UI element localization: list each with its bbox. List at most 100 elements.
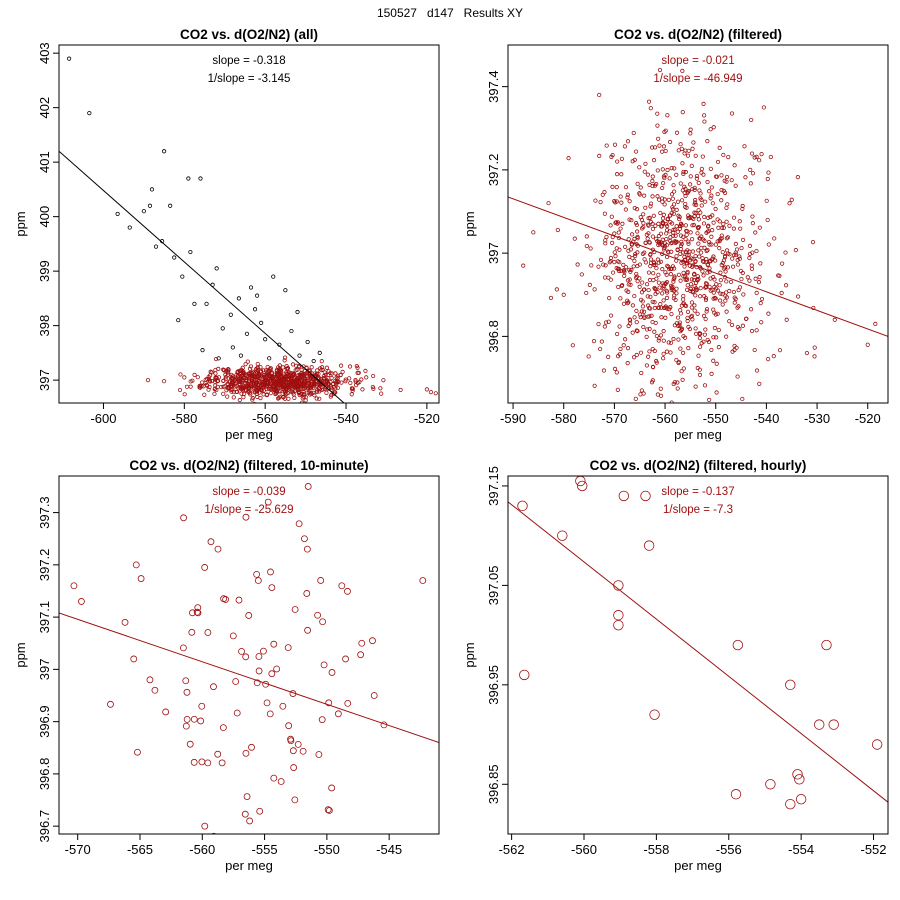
data-point xyxy=(319,618,327,626)
data-point xyxy=(127,225,132,230)
data-point xyxy=(302,384,307,389)
chart-title: CO2 vs. d(O2/N2) (filtered) xyxy=(614,27,782,42)
data-point xyxy=(671,211,677,216)
y-tick-label: 396.7 xyxy=(37,810,52,843)
data-point xyxy=(612,250,617,255)
data-point xyxy=(694,173,700,179)
data-point xyxy=(246,817,254,825)
data-point xyxy=(697,335,702,341)
data-point xyxy=(364,375,369,380)
data-point xyxy=(338,372,343,378)
data-point xyxy=(749,117,754,123)
data-point xyxy=(613,619,624,631)
data-point xyxy=(724,290,729,295)
data-point xyxy=(188,249,193,255)
data-point xyxy=(223,376,228,382)
data-point xyxy=(329,375,334,381)
data-point xyxy=(696,217,701,222)
y-tick-label: 397.2 xyxy=(486,154,501,187)
data-point xyxy=(662,175,667,181)
data-point xyxy=(699,166,704,172)
data-point xyxy=(676,323,681,329)
data-point xyxy=(719,225,725,230)
data-point xyxy=(268,391,273,396)
data-point xyxy=(627,217,632,222)
y-tick-label: 396.8 xyxy=(37,758,52,791)
data-point xyxy=(757,275,762,280)
data-point xyxy=(686,346,691,351)
data-point xyxy=(680,350,686,355)
data-point xyxy=(703,296,709,301)
data-point xyxy=(693,331,699,336)
data-point xyxy=(670,221,675,226)
data-point xyxy=(650,364,656,369)
data-point xyxy=(300,378,305,383)
y-tick-label: 397.3 xyxy=(37,496,52,529)
data-point xyxy=(328,784,336,792)
data-point xyxy=(698,250,704,255)
data-point xyxy=(268,584,276,591)
data-point xyxy=(210,683,217,691)
data-point xyxy=(651,271,656,276)
data-point xyxy=(266,710,274,718)
data-point xyxy=(693,384,698,389)
data-point xyxy=(134,748,141,756)
x-tick-label: -554 xyxy=(788,842,814,857)
data-point xyxy=(756,280,762,285)
data-point xyxy=(204,629,212,636)
data-point xyxy=(291,606,299,613)
data-point xyxy=(713,174,719,179)
data-point xyxy=(621,301,627,306)
data-point xyxy=(254,293,260,298)
data-point xyxy=(681,234,686,239)
data-point xyxy=(699,197,704,202)
data-point xyxy=(737,285,743,290)
data-point xyxy=(657,143,662,148)
data-point xyxy=(647,314,652,319)
data-point xyxy=(683,223,688,228)
data-point xyxy=(717,283,722,288)
data-point xyxy=(701,313,707,318)
data-point xyxy=(650,346,655,352)
data-point xyxy=(664,231,669,236)
data-point xyxy=(675,315,681,320)
data-point xyxy=(255,653,263,660)
data-point xyxy=(679,241,684,247)
chart-title: CO2 vs. d(O2/N2) (all) xyxy=(180,27,318,42)
data-point xyxy=(684,232,689,237)
data-point xyxy=(369,637,376,645)
data-point xyxy=(168,203,173,208)
data-point xyxy=(282,355,288,360)
data-point xyxy=(592,287,597,292)
data-point xyxy=(282,358,287,363)
data-point xyxy=(708,166,713,171)
data-point xyxy=(652,300,657,305)
data-point xyxy=(730,264,736,269)
data-point xyxy=(663,315,668,320)
data-point xyxy=(658,231,664,236)
data-point xyxy=(705,215,711,220)
data-point xyxy=(710,213,715,218)
data-point xyxy=(297,353,302,358)
data-point xyxy=(213,375,218,381)
data-point xyxy=(295,520,303,528)
data-point xyxy=(200,380,205,385)
data-point xyxy=(290,764,298,771)
data-point xyxy=(712,284,717,290)
data-point xyxy=(706,189,712,194)
data-point xyxy=(597,92,602,98)
data-point xyxy=(735,258,740,263)
x-tick-label: -560 xyxy=(571,842,597,857)
data-point xyxy=(688,230,693,235)
data-point xyxy=(660,181,666,186)
data-point xyxy=(721,152,726,158)
data-point xyxy=(321,376,326,381)
data-point xyxy=(643,260,649,265)
data-point xyxy=(297,392,302,398)
data-point xyxy=(287,735,294,743)
data-point xyxy=(685,269,690,275)
data-point xyxy=(731,289,736,295)
data-point xyxy=(635,234,640,239)
data-point xyxy=(329,387,334,392)
plot-frame xyxy=(507,475,889,835)
